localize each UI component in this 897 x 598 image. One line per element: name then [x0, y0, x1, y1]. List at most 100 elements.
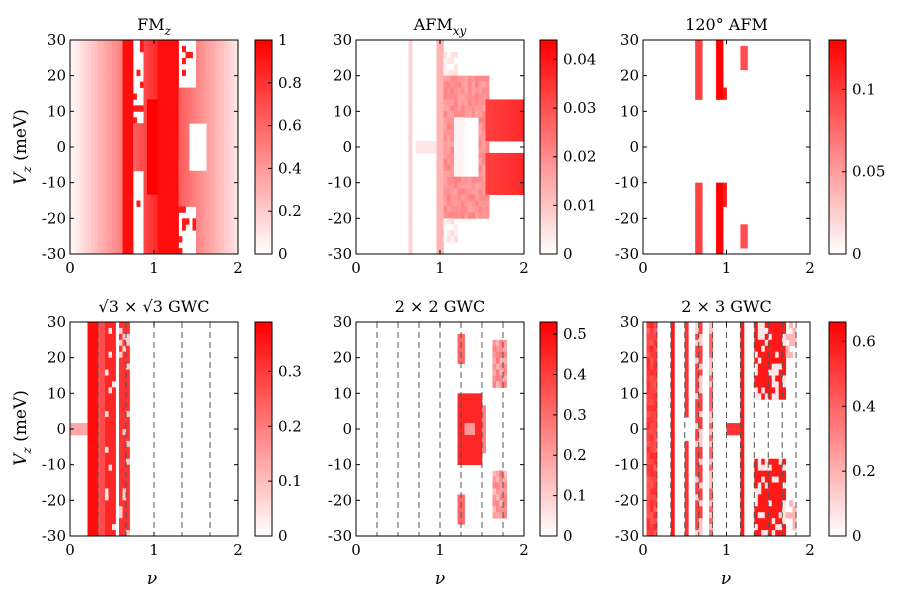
heatmap-cell: [646, 327, 651, 335]
heatmap-cell: [695, 452, 700, 460]
colorbar-gradient-segment: [829, 450, 846, 455]
colorbar-gradient-segment: [540, 93, 557, 98]
heatmap-cell: [471, 200, 476, 207]
heatmap-cell: [105, 452, 109, 460]
heatmap-cell: [754, 375, 759, 382]
heatmap-cell: [154, 93, 158, 100]
heatmap-cell: [101, 322, 106, 329]
heatmap-cell: [122, 81, 127, 88]
heatmap-cell: [185, 218, 190, 225]
heatmap-cell: [112, 123, 116, 130]
heatmap-cell: [171, 123, 176, 130]
heatmap-cell: [457, 518, 462, 525]
heatmap-cell: [716, 40, 720, 47]
heatmap-cell: [698, 224, 703, 231]
heatmap-cell: [450, 182, 455, 190]
heatmap-cell: [775, 518, 780, 525]
heatmap-cell: [457, 87, 462, 94]
heatmap-cell: [129, 93, 134, 100]
heatmap-cell: [695, 381, 700, 388]
heatmap-cell: [98, 224, 102, 231]
colorbar-gradient-segment: [829, 453, 846, 459]
heatmap-cell: [764, 375, 769, 382]
heatmap-cell: [457, 494, 462, 501]
heatmap-cell: [440, 248, 444, 255]
heatmap-cell: [98, 57, 102, 65]
heatmap-cell: [87, 242, 92, 249]
heatmap-cell: [709, 357, 713, 365]
heatmap-cell: [126, 500, 130, 507]
colorbar-gradient-segment: [255, 329, 272, 334]
heatmap-cell: [147, 57, 151, 65]
colorbar-gradient-segment: [540, 243, 557, 248]
heatmap-cell: [101, 488, 106, 495]
heatmap-cell: [203, 69, 207, 77]
heatmap-cell: [217, 75, 221, 83]
heatmap-cell: [447, 200, 451, 207]
heatmap-cell: [161, 57, 165, 65]
heatmap-cell: [436, 117, 441, 124]
heatmap-cell: [122, 393, 127, 400]
heatmap-cell: [136, 147, 141, 154]
heatmap-cell: [87, 429, 92, 436]
colorbar-gradient-segment: [829, 182, 846, 187]
heatmap-cell: [122, 423, 127, 430]
heatmap-cell: [112, 387, 116, 394]
heatmap-cell: [105, 512, 109, 519]
heatmap-cell: [161, 230, 165, 237]
heatmap-cell: [199, 242, 204, 249]
heatmap-cell: [440, 164, 444, 172]
colorbar-gradient-segment: [255, 246, 272, 251]
heatmap-cell: [492, 482, 497, 489]
heatmap-cell: [709, 494, 713, 501]
heatmap-cell: [126, 230, 130, 237]
heatmap-cell: [698, 242, 703, 249]
heatmap-cell: [471, 176, 476, 184]
heatmap-cell: [122, 99, 127, 106]
heatmap-cell: [771, 322, 776, 329]
heatmap-cell: [213, 248, 218, 255]
heatmap-cell: [217, 248, 221, 255]
heatmap-cell: [653, 518, 658, 525]
heatmap-cell: [161, 236, 165, 243]
heatmap-cell: [775, 482, 780, 489]
heatmap-cell: [171, 230, 176, 237]
heatmap-cell: [695, 93, 700, 100]
heatmap-cell: [196, 248, 200, 255]
heatmap-cell: [94, 399, 99, 406]
colorbar-gradient-segment: [255, 350, 272, 355]
heatmap-cell: [475, 393, 479, 400]
heatmap-cell: [440, 105, 444, 112]
heatmap-cell: [91, 369, 95, 376]
heatmap-cell: [771, 530, 776, 537]
heatmap-cell: [653, 440, 658, 448]
heatmap-cell: [80, 206, 85, 213]
heatmap-cell: [140, 45, 144, 53]
colorbar-tick-label: 0: [278, 527, 288, 545]
colorbar-gradient-segment: [540, 350, 557, 355]
colorbar-tick-label: 0.5: [563, 325, 587, 343]
heatmap-cell: [450, 176, 455, 184]
heatmap-cell: [213, 105, 218, 112]
heatmap-cell: [646, 339, 651, 347]
heatmap-cell: [122, 429, 127, 436]
heatmap-cell: [754, 458, 759, 466]
heatmap-cell: [108, 423, 113, 430]
heatmap-cell: [757, 381, 762, 388]
heatmap-cell: [73, 63, 78, 71]
heatmap-cell: [649, 381, 654, 388]
heatmap-cell: [454, 141, 458, 148]
heatmap-cell: [227, 135, 232, 142]
heatmap-cell: [213, 176, 218, 184]
colorbar-tick-label: 0: [563, 527, 573, 545]
heatmap-cell: [454, 236, 458, 243]
heatmap-cell: [782, 524, 787, 531]
heatmap-cell: [77, 81, 81, 88]
heatmap-cell: [108, 123, 113, 130]
heatmap-cell: [646, 322, 651, 329]
heatmap-cell: [736, 423, 741, 430]
heatmap-cell: [199, 75, 204, 83]
heatmap-cell: [729, 423, 734, 430]
heatmap-cell: [695, 458, 700, 466]
heatmap-cell: [94, 375, 99, 382]
